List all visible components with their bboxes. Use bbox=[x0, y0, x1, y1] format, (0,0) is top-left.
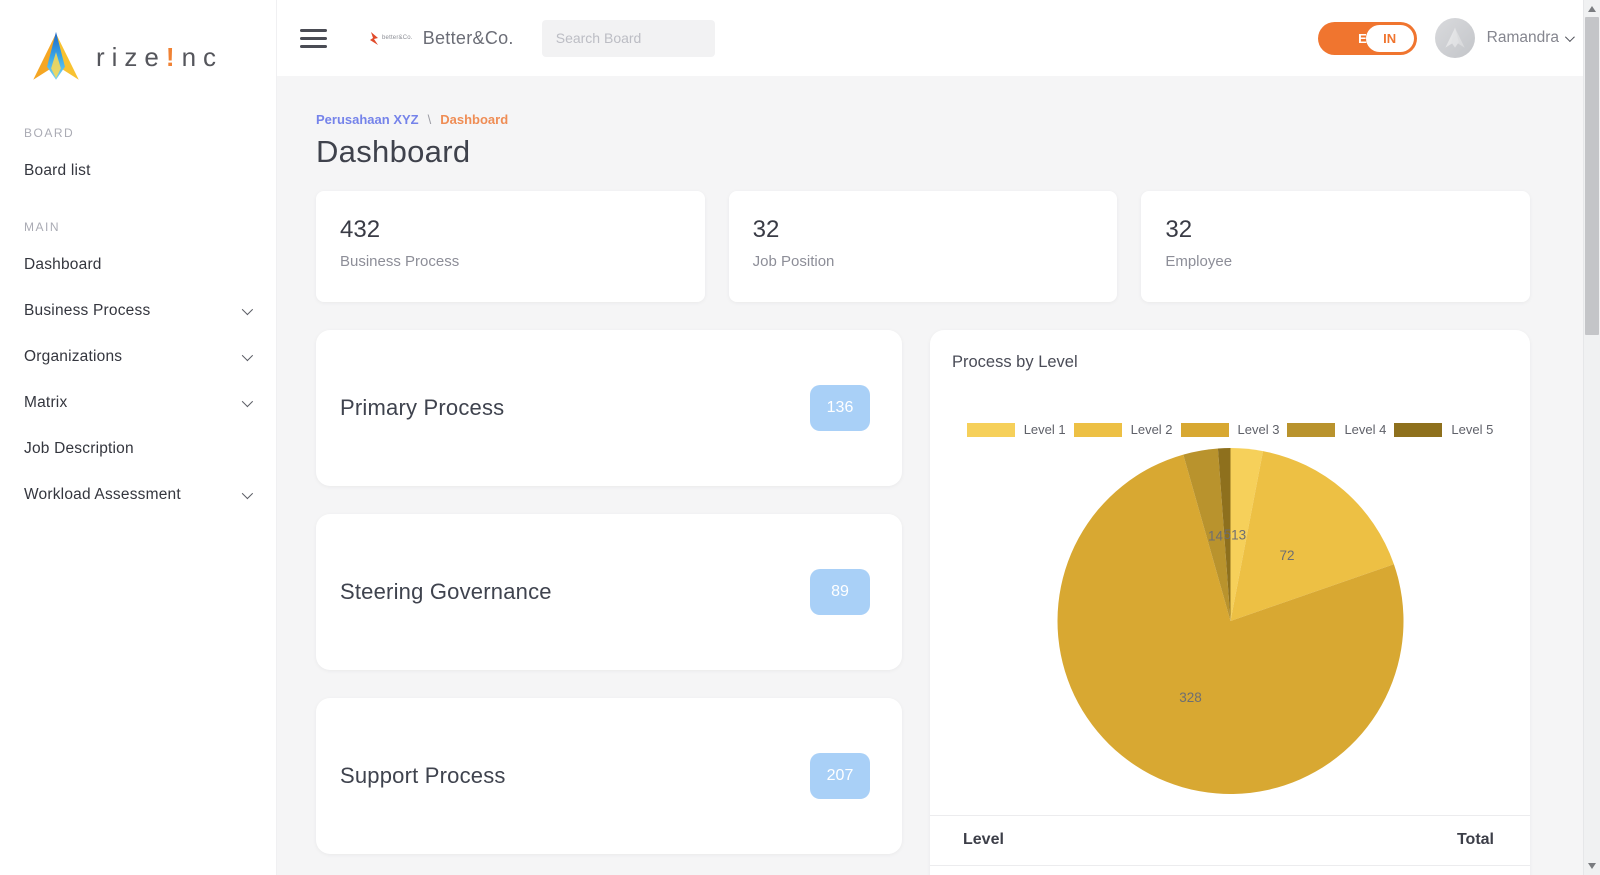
nav-section-main: MAIN bbox=[24, 220, 60, 234]
topbar-right: EN IN Ramandra bbox=[1317, 18, 1575, 58]
company-name: Better&Co. bbox=[422, 27, 514, 48]
pie-slice-level-3[interactable] bbox=[1057, 454, 1403, 794]
process-count-badge[interactable]: 136 bbox=[810, 385, 870, 431]
avatar[interactable] bbox=[1434, 18, 1475, 58]
user-menu[interactable]: Ramandra bbox=[1487, 29, 1575, 47]
stat-card-employee: 32 Employee bbox=[1141, 191, 1531, 302]
stat-value: 432 bbox=[340, 216, 381, 243]
search-input[interactable] bbox=[541, 19, 715, 57]
content-columns: Primary Process 136 Steering Governance … bbox=[316, 330, 1530, 875]
chevron-down-icon bbox=[241, 395, 254, 408]
company-logo-small-text: better&Co. bbox=[382, 35, 413, 41]
scrollbar-thumb[interactable] bbox=[1585, 17, 1599, 335]
pie-slice-level-5[interactable] bbox=[1217, 448, 1230, 621]
pie-chart: 13 72 328 14 5 bbox=[930, 445, 1530, 797]
scrollbar-down-arrow-icon[interactable] bbox=[1588, 863, 1596, 869]
legend-swatch-icon bbox=[1180, 422, 1229, 437]
pie-slice-level-1[interactable] bbox=[1230, 448, 1263, 621]
card-primary-process: Primary Process 136 bbox=[316, 330, 902, 486]
legend-label: Level 1 bbox=[1023, 422, 1066, 437]
pie-slice-value-label: 328 bbox=[1179, 690, 1202, 705]
legend-label: Level 4 bbox=[1344, 422, 1387, 437]
pie-slice-level-2[interactable] bbox=[1230, 451, 1394, 621]
chart-legend: Level 1 Level 2 Level 3 Level 4 Level 5 bbox=[930, 422, 1530, 437]
process-card-title: Support Process bbox=[340, 763, 506, 788]
nav-section-board: BOARD bbox=[24, 126, 75, 140]
page-content: Perusahaan XYZ \ Dashboard Dashboard 432… bbox=[277, 76, 1600, 875]
page-title: Dashboard bbox=[316, 134, 471, 169]
stat-card-job-position: 32 Job Position bbox=[728, 191, 1118, 302]
legend-item[interactable]: Level 5 bbox=[1394, 422, 1493, 437]
stat-value: 32 bbox=[1165, 216, 1193, 243]
language-toggle[interactable]: EN IN bbox=[1317, 21, 1417, 55]
chart-title: Process by Level bbox=[952, 353, 1078, 371]
scrollbar-up-arrow-icon[interactable] bbox=[1588, 6, 1596, 12]
hamburger-menu-icon[interactable] bbox=[300, 28, 327, 48]
company-brand: better&Co. Better&Co. bbox=[369, 28, 514, 49]
pie-slice-value-label: 13 bbox=[1231, 527, 1246, 542]
process-card-title: Primary Process bbox=[340, 395, 505, 420]
language-option-in[interactable]: IN bbox=[1365, 24, 1414, 52]
card-steering-governance: Steering Governance 89 bbox=[316, 514, 902, 670]
flame-icon bbox=[370, 31, 378, 45]
process-count-badge[interactable]: 207 bbox=[810, 753, 870, 799]
level-table-header: Level Total bbox=[930, 815, 1530, 866]
legend-swatch-icon bbox=[1394, 422, 1443, 437]
legend-swatch-icon bbox=[1073, 422, 1122, 437]
breadcrumb-separator: \ bbox=[427, 112, 432, 127]
stat-card-business-process: 432 Business Process bbox=[316, 191, 705, 302]
legend-item[interactable]: Level 4 bbox=[1287, 422, 1386, 437]
stat-label: Employee bbox=[1165, 253, 1233, 270]
main-area: better&Co. Better&Co. EN IN bbox=[277, 0, 1600, 875]
process-card-title: Steering Governance bbox=[340, 579, 552, 604]
pie-slice-value-label: 5 bbox=[1223, 527, 1231, 542]
column-level: Level bbox=[963, 831, 1004, 848]
stat-value: 32 bbox=[752, 216, 780, 243]
legend-item[interactable]: Level 1 bbox=[966, 422, 1066, 437]
pie-slice-value-label: 14 bbox=[1207, 528, 1223, 543]
logo-wordmark: rize!nc bbox=[96, 41, 224, 72]
stat-label: Job Position bbox=[752, 253, 835, 270]
legend-label: Level 3 bbox=[1237, 422, 1280, 437]
breadcrumb-current: Dashboard bbox=[440, 112, 509, 127]
process-cards-column: Primary Process 136 Steering Governance … bbox=[316, 330, 902, 854]
sidebar-item-business-process[interactable]: Business Process bbox=[0, 288, 276, 334]
sidebar-item-board-list[interactable]: Board list bbox=[24, 162, 91, 179]
breadcrumb: Perusahaan XYZ \ Dashboard bbox=[316, 112, 1530, 127]
column-total: Total bbox=[1456, 831, 1494, 848]
avatar-logo-icon bbox=[1445, 27, 1465, 48]
pie-slice-value-label: 72 bbox=[1279, 548, 1294, 563]
legend-item[interactable]: Level 3 bbox=[1180, 422, 1280, 437]
sidebar-nav: BOARD Board list MAIN Dashboard Business… bbox=[0, 126, 276, 518]
stat-label: Business Process bbox=[340, 253, 460, 270]
process-count-badge[interactable]: 89 bbox=[810, 569, 870, 615]
legend-label: Level 5 bbox=[1451, 422, 1494, 437]
chevron-down-icon bbox=[241, 303, 254, 316]
pie-slice-level-4[interactable] bbox=[1182, 448, 1230, 621]
card-support-process: Support Process 207 bbox=[316, 698, 902, 854]
chevron-down-icon bbox=[241, 487, 254, 500]
chevron-down-icon bbox=[241, 349, 254, 362]
process-by-level-panel: Process by Level Level 1 Level 2 Level 3 Le… bbox=[930, 330, 1530, 875]
sidebar-item-workload-assessment[interactable]: Workload Assessment bbox=[0, 472, 276, 518]
legend-swatch-icon bbox=[966, 422, 1015, 437]
sidebar-item-job-description[interactable]: Job Description bbox=[24, 440, 134, 457]
vertical-scrollbar[interactable] bbox=[1583, 0, 1600, 875]
sidebar: rize!nc BOARD Board list MAIN Dashboard … bbox=[0, 0, 277, 875]
legend-label: Level 2 bbox=[1130, 422, 1173, 437]
chevron-down-icon bbox=[1564, 31, 1575, 42]
breadcrumb-company[interactable]: Perusahaan XYZ bbox=[316, 112, 419, 127]
legend-item[interactable]: Level 2 bbox=[1073, 422, 1173, 437]
stats-row: 432 Business Process 32 Job Position 32 … bbox=[316, 191, 1531, 302]
sidebar-item-organizations[interactable]: Organizations bbox=[0, 334, 276, 380]
company-logo-small: better&Co. bbox=[369, 31, 413, 45]
app-logo: rize!nc bbox=[0, 26, 276, 84]
legend-swatch-icon bbox=[1287, 422, 1336, 437]
pie-chart-svg: 13 72 328 14 5 bbox=[1057, 448, 1403, 794]
sidebar-item-dashboard[interactable]: Dashboard bbox=[24, 256, 102, 273]
sidebar-item-matrix[interactable]: Matrix bbox=[0, 380, 276, 426]
rize-logo-icon bbox=[33, 31, 79, 80]
topbar: better&Co. Better&Co. EN IN bbox=[277, 0, 1600, 76]
